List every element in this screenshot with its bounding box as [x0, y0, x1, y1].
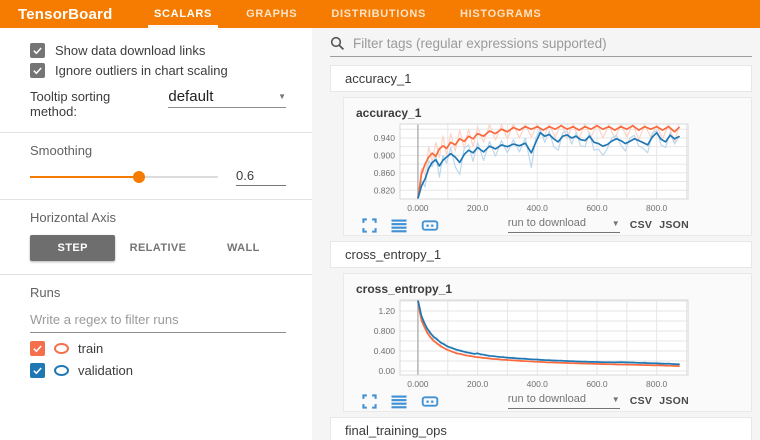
- svg-text:0.400: 0.400: [374, 346, 396, 356]
- tag-filter-input[interactable]: [353, 36, 752, 51]
- run-color-toggle-train[interactable]: [54, 343, 69, 354]
- runs-filter-input[interactable]: [30, 310, 286, 333]
- dropdown-arrow-icon: ▼: [611, 218, 620, 228]
- smoothing-label: Smoothing: [30, 143, 93, 158]
- run-row-validation: validation: [30, 363, 286, 378]
- card-footer: run to download ▼ CSV JSON: [354, 217, 745, 233]
- scalars-dashboard: accuracy_1 accuracy_1 0.820 0.860 0.900 0.9…: [312, 28, 760, 440]
- smoothing-slider-thumb[interactable]: [133, 171, 146, 183]
- tooltip-sorting-row: Tooltip sorting method: default ▼: [30, 88, 286, 119]
- search-icon: [330, 36, 345, 51]
- json-download-link[interactable]: JSON: [659, 219, 689, 231]
- csv-download-link[interactable]: CSV: [629, 395, 653, 407]
- svg-text:0.000: 0.000: [407, 379, 429, 389]
- tag-group-accuracy[interactable]: accuracy_1: [330, 65, 752, 92]
- run-color-toggle-validation[interactable]: [54, 365, 69, 376]
- svg-text:0.860: 0.860: [374, 168, 396, 178]
- tooltip-sorting-select[interactable]: default ▼: [168, 88, 286, 108]
- svg-text:1.20: 1.20: [378, 306, 395, 316]
- svg-text:800.0: 800.0: [646, 379, 668, 389]
- svg-text:200.0: 200.0: [467, 379, 489, 389]
- run-row-train: train: [30, 341, 286, 356]
- axis-button-wall[interactable]: WALL: [226, 242, 260, 254]
- smoothing-slider-fill: [30, 176, 140, 178]
- expand-chart-icon[interactable]: [362, 217, 377, 233]
- run-checkbox-train[interactable]: [30, 341, 45, 356]
- toggle-runs-icon[interactable]: [391, 218, 407, 233]
- svg-text:0.00: 0.00: [378, 366, 395, 376]
- fit-domain-icon[interactable]: [421, 394, 439, 409]
- run-to-download-label: run to download: [507, 393, 586, 405]
- divider: [0, 132, 312, 133]
- smoothing-slider[interactable]: [30, 170, 218, 184]
- divider: [0, 274, 312, 275]
- run-to-download-select[interactable]: run to download ▼: [507, 217, 620, 233]
- app-title: TensorBoard: [18, 5, 113, 23]
- svg-text:800.0: 800.0: [646, 203, 668, 213]
- svg-text:0.940: 0.940: [374, 133, 396, 143]
- svg-text:600.0: 600.0: [586, 203, 608, 213]
- cross-entropy-chart[interactable]: 0.00 0.400 0.800 1.20 0.000 200.0 400.0 600.0 80…: [354, 297, 694, 393]
- horizontal-axis-label: Horizontal Axis: [30, 210, 116, 225]
- svg-text:0.820: 0.820: [374, 185, 396, 195]
- settings-sidebar: Show data download links Ignore outliers …: [0, 28, 312, 440]
- divider: [0, 199, 312, 200]
- run-to-download-select[interactable]: run to download ▼: [507, 393, 620, 409]
- smoothing-value[interactable]: 0.6: [236, 168, 286, 186]
- axis-button-relative[interactable]: RELATIVE: [129, 242, 187, 254]
- svg-text:600.0: 600.0: [586, 379, 608, 389]
- tooltip-sorting-label: Tooltip sorting method:: [30, 89, 111, 119]
- csv-download-link[interactable]: CSV: [629, 219, 653, 231]
- option-label: Ignore outliers in chart scaling: [55, 63, 228, 78]
- tab-scalars[interactable]: SCALARS: [148, 0, 219, 28]
- option-row: Show data download links: [30, 43, 286, 58]
- tab-histograms[interactable]: HISTOGRAMS: [460, 8, 542, 20]
- runs-section: Runs train validation: [0, 275, 312, 378]
- tab-distributions[interactable]: DISTRIBUTIONS: [331, 8, 426, 20]
- card-footer: run to download ▼ CSV JSON: [354, 393, 745, 409]
- json-download-link[interactable]: JSON: [659, 395, 689, 407]
- option-checkbox-0[interactable]: [30, 43, 45, 58]
- tab-graphs[interactable]: GRAPHS: [246, 8, 298, 20]
- expand-chart-icon[interactable]: [362, 393, 377, 409]
- svg-text:0.900: 0.900: [374, 150, 396, 160]
- run-label: validation: [78, 363, 133, 378]
- svg-text:0.000: 0.000: [407, 203, 429, 213]
- svg-text:400.0: 400.0: [527, 379, 549, 389]
- tooltip-sorting-value: default: [168, 88, 214, 105]
- runs-label: Runs: [30, 285, 61, 300]
- run-label: train: [78, 341, 104, 356]
- top-tabs: SCALARS GRAPHS DISTRIBUTIONS HISTOGRAMS: [148, 0, 547, 28]
- chart-title: cross_entropy_1: [356, 282, 453, 296]
- option-row: Ignore outliers in chart scaling: [30, 63, 286, 78]
- toggle-runs-icon[interactable]: [391, 394, 407, 409]
- tag-group-cross-entropy[interactable]: cross_entropy_1: [330, 241, 752, 268]
- smoothing-section: Smoothing 0.6: [0, 133, 312, 186]
- horizontal-axis-section: Horizontal Axis STEP RELATIVE WALL: [0, 200, 312, 261]
- chart-title: accuracy_1: [356, 106, 422, 120]
- run-to-download-label: run to download: [507, 217, 586, 229]
- app-header: TensorBoard SCALARS GRAPHS DISTRIBUTIONS HI…: [0, 0, 760, 28]
- accuracy-chart[interactable]: 0.820 0.860 0.900 0.940 0.000 200.0 400.0 600.0…: [354, 121, 694, 217]
- svg-text:400.0: 400.0: [527, 203, 549, 213]
- scalar-card-accuracy: accuracy_1 0.820 0.860 0.900 0.940 0.000 200.…: [343, 97, 752, 236]
- tag-filter-row: [330, 36, 752, 57]
- option-checkbox-1[interactable]: [30, 63, 45, 78]
- run-checkbox-validation[interactable]: [30, 363, 45, 378]
- fit-domain-icon[interactable]: [421, 218, 439, 233]
- dropdown-arrow-icon: ▼: [278, 92, 286, 101]
- svg-text:200.0: 200.0: [467, 203, 489, 213]
- scalar-card-cross-entropy: cross_entropy_1 0.00 0.400 0.800 1.20 0.000 2…: [343, 273, 752, 412]
- option-label: Show data download links: [55, 43, 206, 58]
- svg-text:0.800: 0.800: [374, 326, 396, 336]
- axis-button-step[interactable]: STEP: [30, 235, 116, 261]
- tag-group-final-training-ops[interactable]: final_training_ops: [330, 417, 752, 440]
- dropdown-arrow-icon: ▼: [611, 394, 620, 404]
